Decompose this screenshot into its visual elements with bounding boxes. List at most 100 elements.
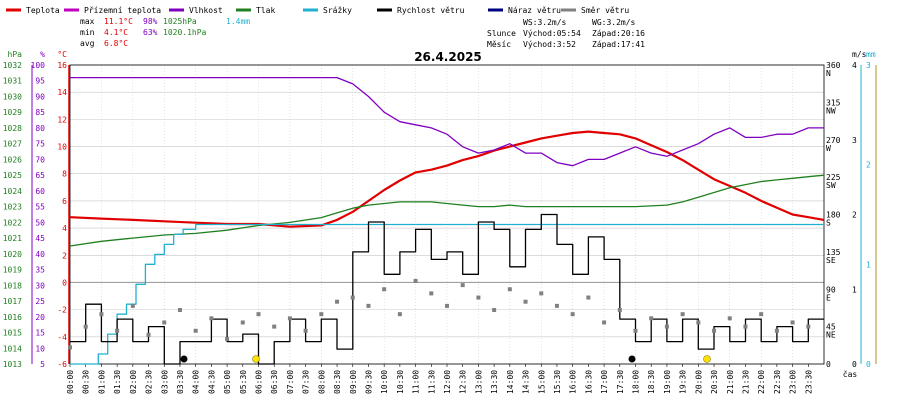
direction-tick: 270 W bbox=[826, 136, 841, 153]
pressure-tick: 1017 bbox=[3, 297, 22, 306]
x-tick-label: 17:00 bbox=[600, 370, 609, 394]
pressure-tick: 1023 bbox=[3, 203, 22, 212]
x-tick-label: 15:30 bbox=[553, 370, 562, 394]
x-tick-label: 17:30 bbox=[616, 370, 625, 394]
wind-direction-point bbox=[806, 324, 811, 329]
rain-tick: 2 bbox=[866, 161, 871, 170]
pressure-tick: 1015 bbox=[3, 329, 22, 338]
direction-tick: 0 bbox=[826, 360, 831, 369]
legend-label: Srážky bbox=[323, 6, 352, 15]
x-tick-label: 19:30 bbox=[679, 370, 688, 394]
wind-direction-point bbox=[743, 324, 748, 329]
direction-tick-deg: 270 bbox=[826, 136, 841, 145]
wind-tick: 4 bbox=[852, 61, 857, 70]
humidity-tick: 30 bbox=[35, 281, 45, 290]
info-sun-label: Slunce bbox=[487, 29, 516, 38]
info-sunset: Západ:20:16 bbox=[592, 29, 645, 38]
direction-tick-deg: 225 bbox=[826, 173, 841, 182]
wind-direction-point bbox=[523, 299, 528, 304]
wind-direction-point bbox=[397, 312, 402, 317]
x-tick-label: 14:00 bbox=[506, 370, 515, 394]
x-tick-label: 09:00 bbox=[349, 370, 358, 394]
wind-direction-point bbox=[115, 328, 120, 333]
pressure-tick: 1020 bbox=[3, 250, 22, 259]
stat-avg-label: avg bbox=[80, 39, 95, 48]
temperature-tick: 4 bbox=[62, 224, 67, 233]
wind-tick: 2 bbox=[852, 211, 857, 220]
legend-label: Rychlost větru bbox=[397, 6, 465, 15]
wind-speed-line bbox=[70, 213, 824, 365]
humidity-tick: 95 bbox=[35, 77, 45, 86]
direction-tick-deg: 90 bbox=[826, 285, 836, 294]
temperature-tick: 6 bbox=[62, 197, 67, 206]
humidity-tick: 35 bbox=[35, 266, 45, 275]
chart-title: 26.4.2025 bbox=[414, 50, 482, 64]
direction-tick-deg: 135 bbox=[826, 248, 841, 257]
wind-direction-point bbox=[429, 291, 434, 296]
pressure-tick: 1032 bbox=[3, 61, 22, 70]
direction-tick-compass: S bbox=[826, 219, 831, 228]
x-tick-label: 02:00 bbox=[129, 370, 138, 394]
stats-block: max 11.1°C 98% 1025hPa 1.4mm min 4.1°C 6… bbox=[80, 17, 250, 48]
humidity-line bbox=[70, 76, 824, 167]
temperature-tick: 8 bbox=[62, 170, 67, 179]
pressure-tick-unit: hPa bbox=[8, 50, 23, 59]
temperature-tick: 14 bbox=[57, 88, 67, 97]
wind-direction-point bbox=[680, 312, 685, 317]
direction-tick-compass: NE bbox=[826, 331, 836, 340]
pressure-tick: 1031 bbox=[3, 77, 22, 86]
direction-tick-deg: 180 bbox=[826, 211, 841, 220]
direction-tick: 135 SE bbox=[826, 248, 841, 265]
stat-min-label: min bbox=[80, 28, 95, 37]
humidity-tick: 60 bbox=[35, 187, 45, 196]
pressure-tick: 1018 bbox=[3, 281, 22, 290]
legend-label: Tlak bbox=[256, 6, 275, 15]
x-tick-label: 20:00 bbox=[694, 370, 703, 394]
wind-direction-point bbox=[727, 316, 732, 321]
x-tick-label: 19:00 bbox=[663, 370, 672, 394]
direction-tick-deg: 315 bbox=[826, 98, 841, 107]
pressure-tick: 1030 bbox=[3, 92, 22, 101]
wind-direction-point bbox=[649, 316, 654, 321]
direction-tick: 315 NW bbox=[826, 98, 841, 115]
pressure-tick: 1027 bbox=[3, 140, 22, 149]
info-moonset: Západ:17:41 bbox=[592, 40, 645, 49]
temperature-tick: -2 bbox=[57, 306, 67, 315]
temperature-tick: 10 bbox=[57, 143, 67, 152]
x-tick-label: 06:00 bbox=[255, 370, 264, 394]
info-ws: WS:3.2m/s bbox=[523, 18, 567, 27]
wind-direction-point bbox=[492, 308, 497, 313]
wind-direction-point bbox=[790, 320, 795, 325]
x-tick-label: 18:30 bbox=[647, 370, 656, 394]
x-tick-label: 08:30 bbox=[333, 370, 342, 394]
direction-tick-compass: SE bbox=[826, 256, 836, 265]
sunrise-marker bbox=[252, 355, 260, 363]
wind-tick: 0 bbox=[852, 360, 857, 369]
wind-direction-point bbox=[146, 332, 151, 337]
x-tick-label: 16:00 bbox=[569, 370, 578, 394]
x-tick-label: 10:00 bbox=[380, 370, 389, 394]
stat-min-temp: 4.1°C bbox=[104, 28, 128, 37]
info-sunrise: Východ:05:54 bbox=[523, 29, 581, 38]
legend-label: Přízemní teplota bbox=[84, 6, 161, 15]
x-tick-label: 09:30 bbox=[364, 370, 373, 394]
pressure-tick: 1021 bbox=[3, 234, 22, 243]
temperature-tick: 16 bbox=[57, 61, 67, 70]
wind-direction-point bbox=[712, 328, 717, 333]
wind-direction-point bbox=[664, 324, 669, 329]
direction-tick-compass: NW bbox=[826, 106, 836, 115]
x-tick-label: 00:00 bbox=[66, 370, 75, 394]
moonset-marker bbox=[628, 355, 636, 363]
wind-direction-point bbox=[366, 303, 371, 308]
x-tick-label: 15:00 bbox=[537, 370, 546, 394]
pressure-tick: 1028 bbox=[3, 124, 22, 133]
wind-tick: 1 bbox=[852, 285, 857, 294]
pressure-tick: 1019 bbox=[3, 266, 22, 275]
wind-direction-point bbox=[460, 283, 465, 288]
pressure-tick: 1025 bbox=[3, 171, 22, 180]
humidity-tick: 45 bbox=[35, 234, 45, 243]
rain-tick: 3 bbox=[866, 61, 871, 70]
direction-tick-deg: 360 bbox=[826, 61, 841, 70]
x-tick-label: 21:00 bbox=[726, 370, 735, 394]
x-tick-label: 20:30 bbox=[710, 370, 719, 394]
